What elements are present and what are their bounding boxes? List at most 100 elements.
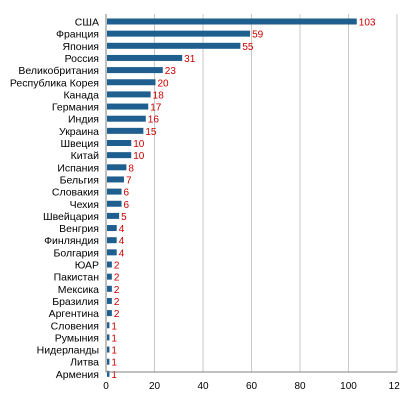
value-label: 4: [119, 248, 125, 259]
category-label: Мексика: [58, 284, 99, 296]
value-label: 1: [111, 358, 117, 369]
value-label: 4: [119, 224, 125, 235]
category-label: Словакия: [52, 187, 99, 199]
category-label: Швеция: [61, 138, 100, 150]
value-label: 55: [242, 42, 254, 53]
x-tick-label: 0: [103, 381, 109, 392]
value-label: 2: [114, 285, 120, 296]
value-label: 15: [145, 127, 157, 138]
bar: [107, 42, 241, 49]
category-label: Япония: [63, 41, 99, 53]
category-label: Швейцария: [43, 211, 99, 223]
value-label: 1: [111, 346, 117, 357]
category-label: Венгрия: [59, 223, 99, 235]
category-label: Великобритания: [18, 65, 99, 77]
value-label: 1: [111, 333, 117, 344]
bar: [107, 297, 112, 304]
bar: [107, 67, 163, 74]
value-label: 103: [359, 18, 376, 29]
value-label: 4: [119, 236, 125, 247]
value-label: 23: [165, 66, 177, 77]
value-label: 1: [111, 321, 117, 332]
category-label: Республика Корея: [10, 77, 99, 89]
value-labels: 1035955312320181716151010876654442222211…: [111, 18, 375, 381]
category-label: Россия: [65, 53, 99, 65]
category-label: Финляндия: [44, 235, 99, 247]
bar: [107, 225, 117, 232]
bar: [107, 285, 112, 292]
bar: [107, 334, 110, 341]
bar: [107, 370, 110, 377]
category-label: Германия: [52, 102, 99, 114]
bar: [107, 273, 112, 280]
category-label: Испания: [57, 162, 99, 174]
value-label: 2: [114, 273, 120, 284]
bar: [107, 346, 110, 353]
bar: [107, 176, 124, 183]
bar: [107, 103, 149, 110]
value-label: 18: [153, 90, 165, 101]
bar: [107, 30, 251, 37]
value-label: 2: [114, 309, 120, 320]
bar: [107, 237, 117, 244]
category-label: Франция: [56, 29, 99, 41]
value-label: 59: [252, 30, 264, 41]
bar: [107, 200, 122, 207]
category-label: Канада: [63, 89, 99, 101]
category-label: Армения: [56, 369, 99, 381]
bar: [107, 261, 112, 268]
value-label: 16: [148, 115, 160, 126]
bar: [107, 115, 146, 122]
category-label: Румыния: [55, 332, 99, 344]
bar: [107, 188, 122, 195]
bar: [107, 79, 156, 86]
x-tick-label: 120: [389, 381, 400, 392]
category-label: Аргентина: [49, 308, 100, 320]
bar: [107, 164, 127, 171]
bar: [107, 127, 144, 134]
category-label: Чехия: [70, 199, 99, 211]
x-tick-label: 20: [149, 381, 161, 392]
bar: [107, 358, 110, 365]
bar: [107, 249, 117, 256]
category-label: Пакистан: [54, 272, 100, 284]
value-label: 2: [114, 297, 120, 308]
value-label: 1: [111, 370, 117, 381]
value-label: 31: [184, 54, 196, 65]
value-label: 7: [126, 175, 132, 186]
value-label: 8: [128, 163, 134, 174]
bar: [107, 54, 183, 61]
bar: [107, 140, 132, 146]
value-label: 2: [114, 261, 120, 272]
bar: [107, 322, 110, 329]
category-label: Нидерланды: [37, 345, 99, 357]
category-labels: СШАФранцияЯпонияРоссияВеликобританияРесп…: [10, 17, 99, 381]
x-tick-label: 80: [294, 381, 306, 392]
value-label: 20: [158, 78, 170, 89]
bars: [107, 18, 357, 377]
bar: [107, 310, 112, 317]
value-label: 10: [133, 151, 145, 162]
category-label: Украина: [59, 126, 99, 138]
x-tick-label: 60: [246, 381, 258, 392]
value-label: 17: [150, 103, 162, 114]
value-label: 6: [124, 188, 130, 199]
bar: [107, 91, 151, 98]
category-label: Бельгия: [60, 174, 99, 186]
bar: [107, 152, 132, 159]
category-label: Болгария: [54, 247, 99, 259]
bar: [107, 18, 357, 25]
x-axis: 020406080100120: [103, 14, 400, 392]
value-label: 10: [133, 139, 145, 150]
x-tick-label: 100: [340, 381, 357, 392]
category-label: ЮАР: [75, 260, 99, 272]
x-tick-label: 40: [197, 381, 209, 392]
value-label: 6: [124, 200, 130, 211]
category-label: США: [75, 17, 99, 29]
value-label: 5: [121, 212, 127, 223]
grid-lines: [154, 14, 398, 372]
category-label: Литва: [70, 357, 99, 369]
category-label: Китай: [71, 150, 100, 162]
